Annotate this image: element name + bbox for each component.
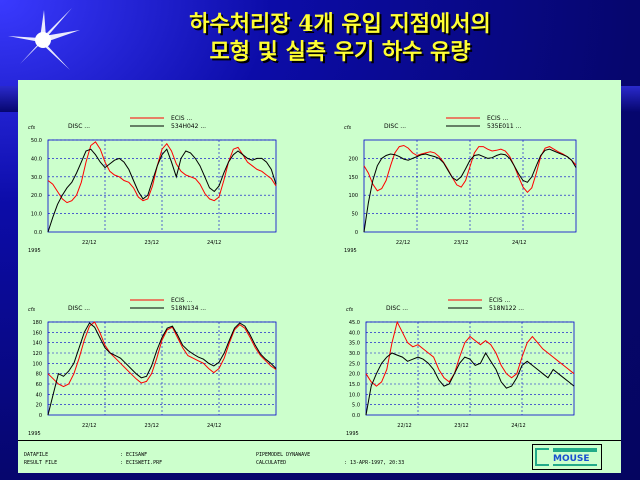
unit-label: cfs (28, 307, 36, 313)
x-tick-label: 23/12 (454, 423, 468, 429)
series-line-ecis (47, 321, 277, 388)
y-tick-label: 50 (352, 212, 358, 218)
x-tick-label: 22/12 (396, 240, 410, 246)
starburst-icon (8, 8, 80, 70)
title-line-1: 하수처리장 4개 유입 지점에서의 (189, 11, 491, 37)
legend-entry-disc: 535E011 ... (487, 123, 521, 130)
y-tick-label: 40 (36, 392, 42, 398)
y-tick-label: 20 (36, 403, 42, 409)
calculated-label: CALCULATED (256, 460, 287, 466)
year-label: 1995 (28, 248, 41, 254)
y-tick-label: 35.0 (349, 341, 360, 347)
title-line-2: 모형 및 실측 우기 하수 유량 (209, 39, 471, 65)
calculated-value: : 13-APR-1997, 20:33 (344, 460, 405, 466)
legend-disc-label: DISC ... (384, 123, 406, 130)
year-label: 1995 (346, 431, 359, 437)
unit-label: cfs (344, 125, 352, 131)
logo-text: MOUSE (553, 454, 590, 464)
series-line-disc (365, 351, 575, 416)
legend-disc-label: DISC ... (386, 305, 408, 312)
slide-title: 하수처리장 4개 유입 지점에서의 모형 및 실측 우기 하수 유량 (90, 10, 590, 66)
series-line-disc (47, 322, 277, 416)
unit-label: cfs (28, 125, 36, 131)
y-tick-label: 100 (348, 193, 358, 199)
y-tick-label: 60 (36, 382, 42, 388)
legend-entry-disc: 534H042 ... (171, 123, 206, 130)
result-file-label: RESULT FILE (24, 460, 58, 466)
x-tick-label: 23/12 (144, 240, 158, 246)
y-tick-label: 40.0 (349, 330, 360, 336)
x-tick-label: 24/12 (511, 423, 525, 429)
y-tick-label: 150 (348, 175, 358, 181)
legend-entry-ecis: ECIS ... (171, 115, 192, 122)
y-tick-label: 160 (32, 330, 42, 336)
y-tick-label: 10.0 (31, 212, 42, 218)
chart-2: 0 50 100 150 200 22/12 23/12 24/12 cfs 1995 DISC .… (344, 115, 577, 254)
x-tick-label: 22/12 (397, 423, 411, 429)
y-tick-label: 45.0 (349, 320, 360, 326)
result-file-value: : ECISWETI.PRF (120, 460, 163, 466)
unit-label: cfs (346, 307, 354, 313)
legend-disc-label: DISC ... (68, 123, 90, 130)
y-tick-label: 100 (32, 361, 42, 367)
series-line-disc (363, 148, 577, 233)
legend-entry-ecis: ECIS ... (487, 115, 508, 122)
x-tick-label: 24/12 (207, 423, 221, 429)
data-file-label: DATAFILE (24, 452, 49, 458)
mouse-logo: MOUSE (532, 444, 602, 470)
x-tick-label: 24/12 (512, 240, 526, 246)
chart-1: 0.0 10.0 20.0 30.0 40.0 50.0 22/12 23/12 24/12 cf… (28, 115, 277, 254)
y-tick-label: 0.0 (352, 413, 360, 419)
legend-entry-disc: 518N122 ... (489, 305, 524, 312)
y-tick-label: 10.0 (349, 392, 360, 398)
footer-info: DATAFILE RESULT FILE : ECISAWF : ECISWET… (18, 440, 621, 473)
y-tick-label: 200 (348, 156, 358, 162)
logo-underline (553, 464, 597, 466)
y-tick-label: 0 (355, 230, 358, 236)
legend-disc-label: DISC ... (68, 305, 90, 312)
x-tick-label: 22/12 (82, 423, 96, 429)
y-tick-label: 80 (36, 372, 42, 378)
y-tick-label: 25.0 (349, 361, 360, 367)
y-tick-label: 5.0 (352, 403, 360, 409)
logo-bar (553, 448, 597, 452)
y-tick-label: 0 (39, 413, 42, 419)
x-tick-label: 24/12 (207, 240, 221, 246)
y-tick-label: 50.0 (31, 138, 42, 144)
x-tick-label: 23/12 (144, 423, 158, 429)
chart-3: 0 20 40 60 80 100 120 140 160 180 22/12 23/12 24/12 c… (28, 297, 277, 437)
logo-hook-icon (535, 448, 549, 466)
series-line-ecis (47, 141, 277, 204)
y-tick-label: 180 (32, 320, 42, 326)
year-label: 1995 (28, 431, 41, 437)
legend-entry-disc: 518N134 ... (171, 305, 206, 312)
legend-entry-ecis: ECIS ... (489, 297, 510, 304)
series-line-ecis (365, 320, 575, 387)
y-tick-label: 120 (32, 351, 42, 357)
data-file-value: : ECISAWF (120, 452, 148, 458)
series-line-disc (47, 148, 277, 233)
year-label: 1995 (344, 248, 357, 254)
y-tick-label: 15.0 (349, 382, 360, 388)
y-tick-label: 20.0 (349, 372, 360, 378)
chart-4: 0.0 5.0 10.0 15.0 20.0 25.0 30.0 35.0 40.0 45.0 22… (346, 297, 575, 437)
y-tick-label: 20.0 (31, 193, 42, 199)
model-label: PIPEMODEL DYNAWAVE (256, 452, 311, 458)
y-tick-label: 140 (32, 341, 42, 347)
x-tick-label: 23/12 (454, 240, 468, 246)
y-tick-label: 0.0 (34, 230, 42, 236)
x-tick-label: 22/12 (82, 240, 96, 246)
y-tick-label: 40.0 (31, 156, 42, 162)
y-tick-label: 30.0 (349, 351, 360, 357)
y-tick-label: 30.0 (31, 175, 42, 181)
chart-panel (18, 80, 621, 472)
legend-entry-ecis: ECIS ... (171, 297, 192, 304)
